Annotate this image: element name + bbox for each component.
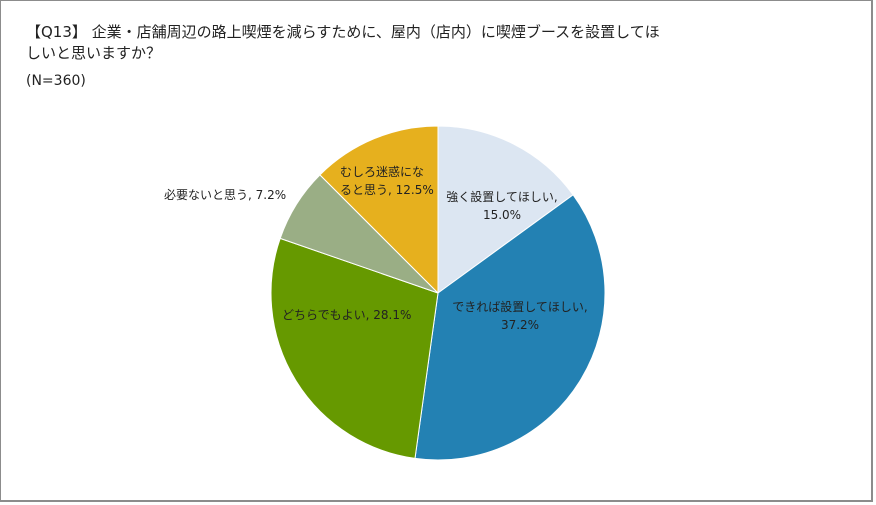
chart-title: 【Q13】 企業・店舗周辺の路上喫煙を減らすために、屋内（店内）に喫煙ブースを設… [26,22,746,64]
slice-label-not-needed: 必要ないと思う, 7.2% [164,186,304,204]
chart-title-line2: しいと思いますか？ [26,44,162,62]
slice-label-strongly-want: 強く設置してほしい, 15.0% [437,188,567,224]
slice-label-either: どちらでもよい, 28.1% [282,306,422,324]
slice-label-want-if-possible: できれば設置してほしい, 37.2% [440,298,600,334]
chart-subtitle: (N=360) [26,73,86,89]
slice-label-rather-nuisance: むしろ迷惑にな ると思う, 12.5% [340,163,440,199]
chart-title-line1: 【Q13】 企業・店舗周辺の路上喫煙を減らすために、屋内（店内）に喫煙ブースを設… [26,23,660,41]
slice-label-text: 強く設置してほしい, [446,190,558,204]
pie-slice [437,125,574,294]
slice-label-text: どちらでもよい, 28.1% [282,308,412,322]
slice-label-value: 37.2% [500,318,540,332]
slice-label-text: できれば設置してほしい, [452,300,588,314]
slice-label-value: 15.0% [482,208,522,222]
slice-label-text: 必要ないと思う, 7.2% [164,188,287,202]
slice-label-value: ると思う, 12.5% [340,183,434,197]
pie-slice [414,194,606,461]
pie-slice [319,125,439,295]
pie-slice [270,237,439,459]
slice-label-text: むしろ迷惑にな [340,165,425,179]
